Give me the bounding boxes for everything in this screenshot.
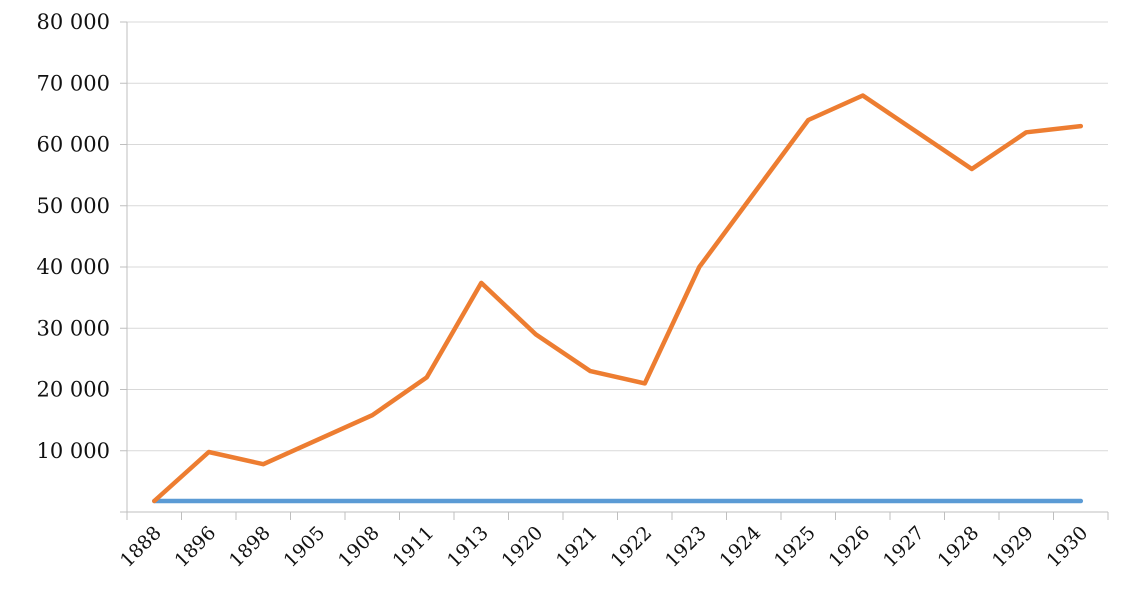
y-tick-label: 60 000 bbox=[37, 133, 110, 157]
y-tick-label: 10 000 bbox=[37, 439, 110, 463]
x-tick-label: 1927 bbox=[879, 522, 929, 572]
y-axis: 80 000 70 000 60 000 50 000 40 000 30 000 20 0… bbox=[37, 10, 128, 513]
x-tick-label: 1921 bbox=[552, 522, 602, 572]
x-tick-label: 1923 bbox=[661, 522, 711, 572]
x-tick-label: 1888 bbox=[116, 522, 166, 572]
x-tick-label: 1930 bbox=[1043, 522, 1093, 572]
x-tick-label: 1925 bbox=[770, 522, 820, 572]
y-tick-label: 50 000 bbox=[37, 194, 110, 218]
y-tick-label: 80 000 bbox=[37, 10, 110, 34]
x-tick-label: 1896 bbox=[171, 522, 221, 572]
y-tick-label: 40 000 bbox=[37, 255, 110, 279]
series-line-2 bbox=[152, 93, 1084, 504]
x-tick-label: 1911 bbox=[389, 522, 439, 572]
x-axis: 1888 1896 1898 1905 1908 1911 1913 1920 1921 1922… bbox=[116, 511, 1109, 572]
x-tick-label: 1913 bbox=[443, 522, 493, 572]
x-tick-label: 1920 bbox=[498, 522, 548, 572]
x-tick-label: 1922 bbox=[607, 522, 657, 572]
x-tick-label: 1905 bbox=[280, 522, 330, 572]
gridlines bbox=[127, 21, 1108, 452]
y-tick-label: 30 000 bbox=[37, 316, 110, 340]
x-tick-label: 1898 bbox=[225, 522, 275, 572]
y-tick-label: 70 000 bbox=[37, 71, 110, 95]
series-lines bbox=[152, 93, 1084, 504]
x-tick-label: 1924 bbox=[716, 522, 766, 572]
x-tick-label: 1926 bbox=[825, 522, 875, 572]
x-tick-label: 1908 bbox=[334, 522, 384, 572]
y-tick-label: 20 000 bbox=[37, 378, 110, 402]
x-tick-label: 1929 bbox=[988, 522, 1038, 572]
x-tick-label: 1928 bbox=[934, 522, 984, 572]
